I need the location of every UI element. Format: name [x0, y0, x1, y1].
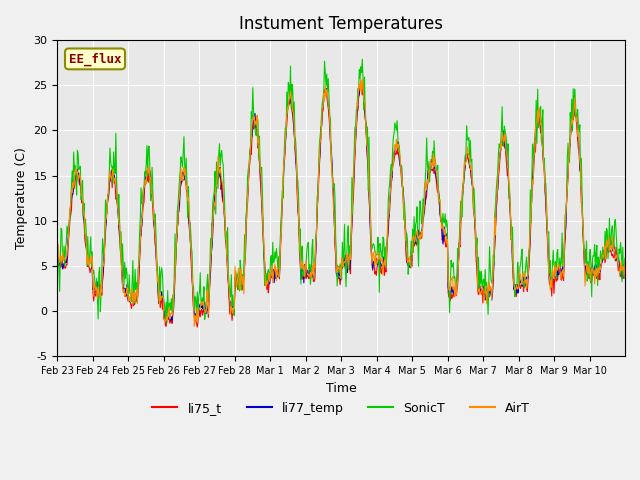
li75_t	[193, 324, 201, 330]
li77_temp	[253, 127, 261, 133]
SonicT	[120, 283, 128, 288]
li77_temp	[167, 318, 175, 324]
SonicT	[401, 214, 409, 220]
li75_t	[275, 269, 282, 275]
AirT	[401, 226, 409, 232]
Text: EE_flux: EE_flux	[68, 52, 121, 66]
li75_t	[401, 229, 409, 235]
li75_t	[225, 296, 233, 302]
AirT	[253, 112, 261, 118]
li75_t	[357, 79, 365, 85]
li75_t	[120, 290, 128, 296]
Y-axis label: Temperature (C): Temperature (C)	[15, 147, 28, 249]
SonicT	[163, 320, 171, 325]
li75_t	[433, 186, 441, 192]
AirT	[621, 258, 629, 264]
SonicT	[621, 255, 629, 261]
Legend: li75_t, li77_temp, SonicT, AirT: li75_t, li77_temp, SonicT, AirT	[147, 396, 535, 420]
SonicT	[358, 56, 366, 62]
X-axis label: Time: Time	[326, 382, 356, 395]
li77_temp	[275, 265, 282, 271]
SonicT	[225, 281, 233, 287]
li77_temp	[225, 288, 233, 294]
SonicT	[253, 114, 261, 120]
AirT	[120, 286, 128, 292]
Title: Instument Temperatures: Instument Temperatures	[239, 15, 444, 33]
Line: li75_t: li75_t	[58, 82, 625, 327]
Line: li77_temp: li77_temp	[58, 84, 625, 321]
li75_t	[621, 264, 629, 270]
li77_temp	[621, 275, 629, 281]
li77_temp	[54, 263, 61, 268]
AirT	[357, 76, 365, 82]
SonicT	[275, 254, 282, 260]
SonicT	[54, 242, 61, 248]
AirT	[54, 248, 61, 253]
li77_temp	[120, 289, 128, 295]
AirT	[433, 175, 441, 181]
Line: SonicT: SonicT	[58, 59, 625, 323]
li75_t	[54, 261, 61, 266]
li77_temp	[401, 223, 409, 229]
SonicT	[433, 166, 441, 172]
AirT	[225, 287, 233, 292]
li75_t	[253, 124, 261, 130]
Line: AirT: AirT	[58, 79, 625, 326]
AirT	[275, 274, 282, 280]
li77_temp	[358, 82, 366, 87]
AirT	[191, 323, 198, 329]
li77_temp	[433, 180, 441, 185]
